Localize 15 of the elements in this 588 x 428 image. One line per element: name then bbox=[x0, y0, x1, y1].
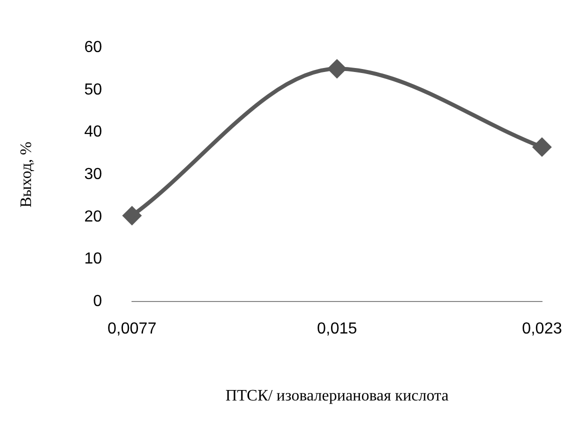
y-tick-label: 30 bbox=[84, 166, 102, 184]
y-tick-label: 10 bbox=[84, 250, 102, 268]
y-tick-label: 0 bbox=[93, 293, 102, 310]
point bbox=[328, 60, 346, 78]
y-tick-label: 40 bbox=[84, 124, 102, 141]
y-axis-title: Выход, % bbox=[18, 142, 35, 208]
point bbox=[532, 138, 551, 156]
x-tick-label: 0,0077 bbox=[108, 320, 157, 338]
y-tick-label: 60 bbox=[84, 39, 102, 56]
x-tick-label: 0,023 bbox=[522, 320, 562, 338]
x-tick-label: 0,015 bbox=[316, 320, 358, 338]
x-axis-title: ПТСК/ изовалериановая кислота bbox=[225, 388, 449, 405]
y-tick-label: 20 bbox=[84, 208, 102, 226]
y-tick-label: 50 bbox=[84, 81, 102, 98]
point bbox=[122, 206, 141, 225]
